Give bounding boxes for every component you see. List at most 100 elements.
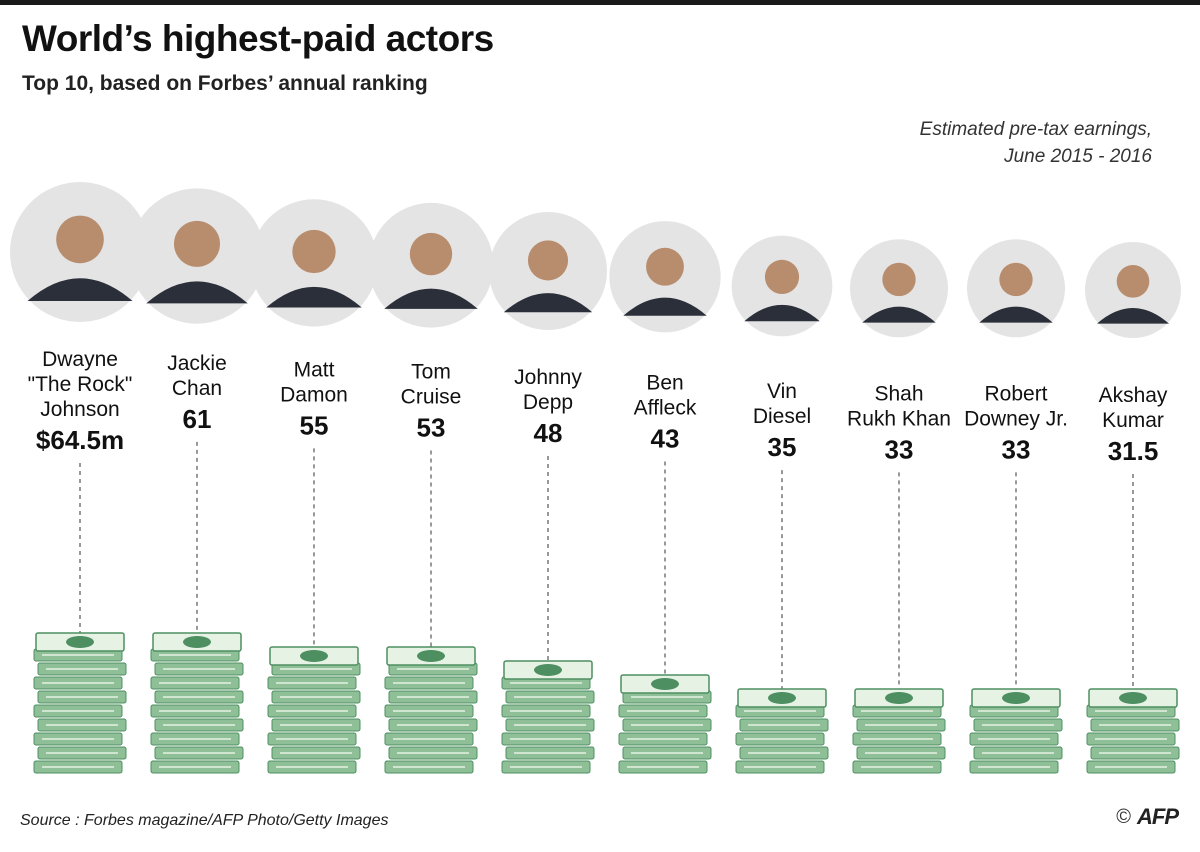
actor-name-line: Ben bbox=[646, 371, 683, 394]
money-stack-bar bbox=[969, 688, 1063, 774]
chart-title: World’s highest-paid actors bbox=[22, 18, 494, 59]
bill-emblem bbox=[183, 636, 211, 648]
actor-name-line: Vin bbox=[767, 380, 797, 403]
earnings-label: 31.5 bbox=[1108, 436, 1159, 466]
portrait-head bbox=[527, 240, 569, 281]
actor-portrait bbox=[129, 188, 265, 324]
actor-portrait bbox=[250, 199, 378, 327]
portrait-head bbox=[882, 262, 916, 297]
bill-emblem bbox=[417, 650, 445, 662]
bill-emblem bbox=[1119, 692, 1147, 704]
bill-emblem bbox=[300, 650, 328, 662]
actor-name-line: Tom bbox=[411, 361, 451, 384]
portrait-shoulders bbox=[862, 306, 936, 323]
portrait-head bbox=[292, 229, 336, 274]
portrait-shoulders bbox=[979, 306, 1053, 323]
money-stack-bar bbox=[150, 632, 244, 774]
earnings-label: 35 bbox=[768, 432, 797, 462]
earnings-label: 43 bbox=[651, 423, 680, 453]
actor-name-line: Akshay bbox=[1099, 384, 1168, 407]
money-stack-bar bbox=[852, 688, 946, 774]
money-stack-bar bbox=[384, 646, 478, 774]
portrait-shoulders bbox=[27, 278, 133, 301]
portrait-head bbox=[1116, 265, 1150, 298]
portrait-head bbox=[999, 262, 1033, 297]
portrait-shoulders bbox=[266, 286, 362, 308]
money-stack-bar bbox=[267, 646, 361, 774]
money-stack-bar bbox=[618, 674, 712, 774]
earnings-label: $64.5m bbox=[36, 425, 124, 455]
actor-name-line: Dwayne bbox=[42, 348, 118, 371]
portrait-head bbox=[173, 220, 221, 267]
copyright-symbol: © bbox=[1116, 805, 1131, 828]
chart-subtitle: Top 10, based on Forbes’ annual ranking bbox=[22, 72, 428, 95]
actor-name-line: Johnny bbox=[514, 366, 582, 389]
earnings-label: 61 bbox=[183, 404, 212, 434]
portrait-shoulders bbox=[744, 304, 820, 322]
actor-name-line: Johnson bbox=[40, 398, 119, 421]
portrait-shoulders bbox=[384, 288, 478, 309]
earnings-label: 55 bbox=[300, 410, 329, 440]
bill-emblem bbox=[651, 678, 679, 690]
source-note: Source : Forbes magazine/AFP Photo/Getty… bbox=[20, 812, 389, 829]
portrait-shoulders bbox=[146, 281, 248, 304]
money-stack-bar bbox=[735, 688, 829, 774]
actor-portrait bbox=[731, 235, 833, 337]
money-stack-bar bbox=[1086, 688, 1180, 774]
actor-column: Dwayne"The Rock"Johnson $64.5m bbox=[10, 182, 150, 774]
money-stack-bar bbox=[33, 632, 127, 774]
actor-portrait bbox=[609, 221, 721, 333]
actor-name-line: Depp bbox=[523, 391, 573, 414]
actor-name-line: Downey Jr. bbox=[964, 407, 1068, 430]
portrait-shoulders bbox=[503, 293, 593, 313]
actor-name-line: Matt bbox=[294, 358, 335, 381]
actor-portrait bbox=[850, 239, 948, 338]
actor-name-line: Chan bbox=[172, 377, 222, 400]
actor-name-line: "The Rock" bbox=[28, 373, 133, 396]
actor-name-line: Jackie bbox=[167, 352, 227, 375]
actor-name-line: Diesel bbox=[753, 405, 811, 428]
bill-emblem bbox=[534, 664, 562, 676]
bill-emblem bbox=[885, 692, 913, 704]
afp-logo: AFP bbox=[1137, 804, 1179, 829]
earnings-label: 33 bbox=[885, 434, 914, 464]
earnings-label: 33 bbox=[1002, 434, 1031, 464]
earnings-note-line-1: Estimated pre-tax earnings, bbox=[919, 119, 1152, 140]
earnings-label: 48 bbox=[534, 418, 563, 448]
top-rule bbox=[0, 0, 1200, 5]
portrait-shoulders bbox=[623, 297, 707, 316]
bill-emblem bbox=[768, 692, 796, 704]
money-stack-bar bbox=[501, 660, 595, 774]
actor-portrait bbox=[489, 212, 607, 330]
credit: © AFP bbox=[1116, 804, 1179, 830]
actor-name-line: Cruise bbox=[401, 386, 462, 409]
portrait-head bbox=[764, 259, 800, 295]
actor-name-line: Shah bbox=[874, 382, 923, 405]
actor-portrait bbox=[967, 239, 1065, 338]
actor-name-line: Affleck bbox=[634, 396, 697, 419]
portrait-head bbox=[409, 232, 453, 276]
portrait-shoulders bbox=[1097, 308, 1169, 324]
actor-name-line: Rukh Khan bbox=[847, 407, 951, 430]
earnings-note: Estimated pre-tax earnings, June 2015 - … bbox=[920, 116, 1152, 170]
actor-name-line: Robert bbox=[984, 382, 1047, 405]
actor-name-line: Damon bbox=[280, 383, 348, 406]
actor-portrait bbox=[1085, 242, 1181, 338]
actor-portrait bbox=[368, 202, 494, 328]
earnings-label: 53 bbox=[417, 413, 446, 443]
bill-emblem bbox=[66, 636, 94, 648]
portrait-head bbox=[646, 247, 684, 286]
actor-portrait bbox=[10, 182, 150, 322]
earnings-note-line-2: June 2015 - 2016 bbox=[1004, 146, 1152, 167]
bill-emblem bbox=[1002, 692, 1030, 704]
actor-name-line: Kumar bbox=[1102, 409, 1164, 432]
